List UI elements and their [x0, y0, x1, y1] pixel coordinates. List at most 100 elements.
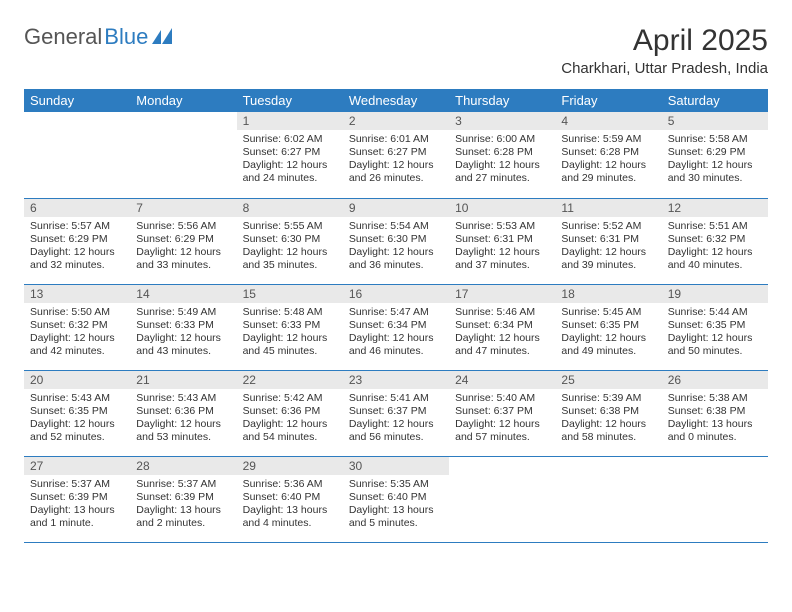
daylight-text: Daylight: 12 hours and 47 minutes. [455, 332, 549, 358]
day-details: Sunrise: 5:50 AMSunset: 6:32 PMDaylight:… [24, 303, 130, 363]
day-number: 21 [130, 371, 236, 389]
page-title: April 2025 [561, 24, 768, 58]
day-details: Sunrise: 5:52 AMSunset: 6:31 PMDaylight:… [555, 217, 661, 277]
daylight-text: Daylight: 12 hours and 24 minutes. [243, 159, 337, 185]
day-number: 9 [343, 199, 449, 217]
daylight-text: Daylight: 12 hours and 42 minutes. [30, 332, 124, 358]
sunset-text: Sunset: 6:29 PM [136, 233, 230, 246]
daylight-text: Daylight: 12 hours and 35 minutes. [243, 246, 337, 272]
day-details: Sunrise: 5:38 AMSunset: 6:38 PMDaylight:… [662, 389, 768, 449]
day-details: Sunrise: 5:37 AMSunset: 6:39 PMDaylight:… [130, 475, 236, 535]
calendar-week-row: 6Sunrise: 5:57 AMSunset: 6:29 PMDaylight… [24, 198, 768, 284]
sunset-text: Sunset: 6:39 PM [30, 491, 124, 504]
day-details: Sunrise: 5:37 AMSunset: 6:39 PMDaylight:… [24, 475, 130, 535]
sunset-text: Sunset: 6:28 PM [455, 146, 549, 159]
day-number: 3 [449, 112, 555, 130]
calendar-table: Sunday Monday Tuesday Wednesday Thursday… [24, 89, 768, 543]
sunrise-text: Sunrise: 5:46 AM [455, 306, 549, 319]
day-number: 23 [343, 371, 449, 389]
sunrise-text: Sunrise: 5:50 AM [30, 306, 124, 319]
daylight-text: Daylight: 13 hours and 5 minutes. [349, 504, 443, 530]
logo: GeneralBlue [24, 24, 174, 50]
day-number: 18 [555, 285, 661, 303]
calendar-cell [449, 456, 555, 542]
calendar-cell: 24Sunrise: 5:40 AMSunset: 6:37 PMDayligh… [449, 370, 555, 456]
calendar-week-row: 1Sunrise: 6:02 AMSunset: 6:27 PMDaylight… [24, 112, 768, 198]
daylight-text: Daylight: 12 hours and 43 minutes. [136, 332, 230, 358]
sunrise-text: Sunrise: 5:58 AM [668, 133, 762, 146]
day-details: Sunrise: 5:55 AMSunset: 6:30 PMDaylight:… [237, 217, 343, 277]
sunrise-text: Sunrise: 5:38 AM [668, 392, 762, 405]
calendar-cell: 11Sunrise: 5:52 AMSunset: 6:31 PMDayligh… [555, 198, 661, 284]
calendar-cell: 16Sunrise: 5:47 AMSunset: 6:34 PMDayligh… [343, 284, 449, 370]
sunrise-text: Sunrise: 5:41 AM [349, 392, 443, 405]
sunrise-text: Sunrise: 5:56 AM [136, 220, 230, 233]
day-details: Sunrise: 5:41 AMSunset: 6:37 PMDaylight:… [343, 389, 449, 449]
day-details: Sunrise: 5:42 AMSunset: 6:36 PMDaylight:… [237, 389, 343, 449]
calendar-cell [130, 112, 236, 198]
calendar-cell [555, 456, 661, 542]
calendar-cell: 21Sunrise: 5:43 AMSunset: 6:36 PMDayligh… [130, 370, 236, 456]
daylight-text: Daylight: 12 hours and 27 minutes. [455, 159, 549, 185]
calendar-cell: 27Sunrise: 5:37 AMSunset: 6:39 PMDayligh… [24, 456, 130, 542]
daylight-text: Daylight: 12 hours and 46 minutes. [349, 332, 443, 358]
day-details: Sunrise: 5:43 AMSunset: 6:35 PMDaylight:… [24, 389, 130, 449]
day-details: Sunrise: 5:58 AMSunset: 6:29 PMDaylight:… [662, 130, 768, 190]
sunset-text: Sunset: 6:34 PM [349, 319, 443, 332]
calendar-cell: 10Sunrise: 5:53 AMSunset: 6:31 PMDayligh… [449, 198, 555, 284]
sunrise-text: Sunrise: 5:36 AM [243, 478, 337, 491]
daylight-text: Daylight: 12 hours and 36 minutes. [349, 246, 443, 272]
day-number: 2 [343, 112, 449, 130]
col-wednesday: Wednesday [343, 89, 449, 112]
sunset-text: Sunset: 6:29 PM [668, 146, 762, 159]
sunrise-text: Sunrise: 5:59 AM [561, 133, 655, 146]
day-number: 27 [24, 457, 130, 475]
day-number: 5 [662, 112, 768, 130]
calendar-cell: 13Sunrise: 5:50 AMSunset: 6:32 PMDayligh… [24, 284, 130, 370]
day-number: 22 [237, 371, 343, 389]
sunset-text: Sunset: 6:37 PM [349, 405, 443, 418]
day-details: Sunrise: 5:44 AMSunset: 6:35 PMDaylight:… [662, 303, 768, 363]
day-details: Sunrise: 5:47 AMSunset: 6:34 PMDaylight:… [343, 303, 449, 363]
calendar-cell: 5Sunrise: 5:58 AMSunset: 6:29 PMDaylight… [662, 112, 768, 198]
page: GeneralBlue April 2025 Charkhari, Uttar … [0, 0, 792, 543]
day-number: 26 [662, 371, 768, 389]
calendar-cell: 22Sunrise: 5:42 AMSunset: 6:36 PMDayligh… [237, 370, 343, 456]
day-details: Sunrise: 5:35 AMSunset: 6:40 PMDaylight:… [343, 475, 449, 535]
day-number: 1 [237, 112, 343, 130]
calendar-cell: 1Sunrise: 6:02 AMSunset: 6:27 PMDaylight… [237, 112, 343, 198]
sunset-text: Sunset: 6:36 PM [136, 405, 230, 418]
calendar-cell: 17Sunrise: 5:46 AMSunset: 6:34 PMDayligh… [449, 284, 555, 370]
sunset-text: Sunset: 6:30 PM [243, 233, 337, 246]
sunset-text: Sunset: 6:40 PM [243, 491, 337, 504]
daylight-text: Daylight: 12 hours and 26 minutes. [349, 159, 443, 185]
day-details: Sunrise: 6:02 AMSunset: 6:27 PMDaylight:… [237, 130, 343, 190]
sunset-text: Sunset: 6:40 PM [349, 491, 443, 504]
sunset-text: Sunset: 6:30 PM [349, 233, 443, 246]
sunset-text: Sunset: 6:31 PM [561, 233, 655, 246]
day-number: 4 [555, 112, 661, 130]
calendar-cell: 28Sunrise: 5:37 AMSunset: 6:39 PMDayligh… [130, 456, 236, 542]
sunrise-text: Sunrise: 5:40 AM [455, 392, 549, 405]
sunset-text: Sunset: 6:38 PM [668, 405, 762, 418]
sunset-text: Sunset: 6:35 PM [561, 319, 655, 332]
daylight-text: Daylight: 12 hours and 45 minutes. [243, 332, 337, 358]
daylight-text: Daylight: 12 hours and 37 minutes. [455, 246, 549, 272]
calendar-cell: 7Sunrise: 5:56 AMSunset: 6:29 PMDaylight… [130, 198, 236, 284]
logo-text-2: Blue [104, 24, 148, 50]
col-sunday: Sunday [24, 89, 130, 112]
calendar-cell: 2Sunrise: 6:01 AMSunset: 6:27 PMDaylight… [343, 112, 449, 198]
calendar-cell: 15Sunrise: 5:48 AMSunset: 6:33 PMDayligh… [237, 284, 343, 370]
day-number: 10 [449, 199, 555, 217]
day-details: Sunrise: 6:01 AMSunset: 6:27 PMDaylight:… [343, 130, 449, 190]
day-details: Sunrise: 5:54 AMSunset: 6:30 PMDaylight:… [343, 217, 449, 277]
sunset-text: Sunset: 6:35 PM [668, 319, 762, 332]
day-number: 24 [449, 371, 555, 389]
sunrise-text: Sunrise: 5:49 AM [136, 306, 230, 319]
calendar-cell: 20Sunrise: 5:43 AMSunset: 6:35 PMDayligh… [24, 370, 130, 456]
calendar-cell: 3Sunrise: 6:00 AMSunset: 6:28 PMDaylight… [449, 112, 555, 198]
sunrise-text: Sunrise: 5:52 AM [561, 220, 655, 233]
calendar-cell: 18Sunrise: 5:45 AMSunset: 6:35 PMDayligh… [555, 284, 661, 370]
daylight-text: Daylight: 12 hours and 54 minutes. [243, 418, 337, 444]
title-block: April 2025 Charkhari, Uttar Pradesh, Ind… [561, 24, 768, 77]
